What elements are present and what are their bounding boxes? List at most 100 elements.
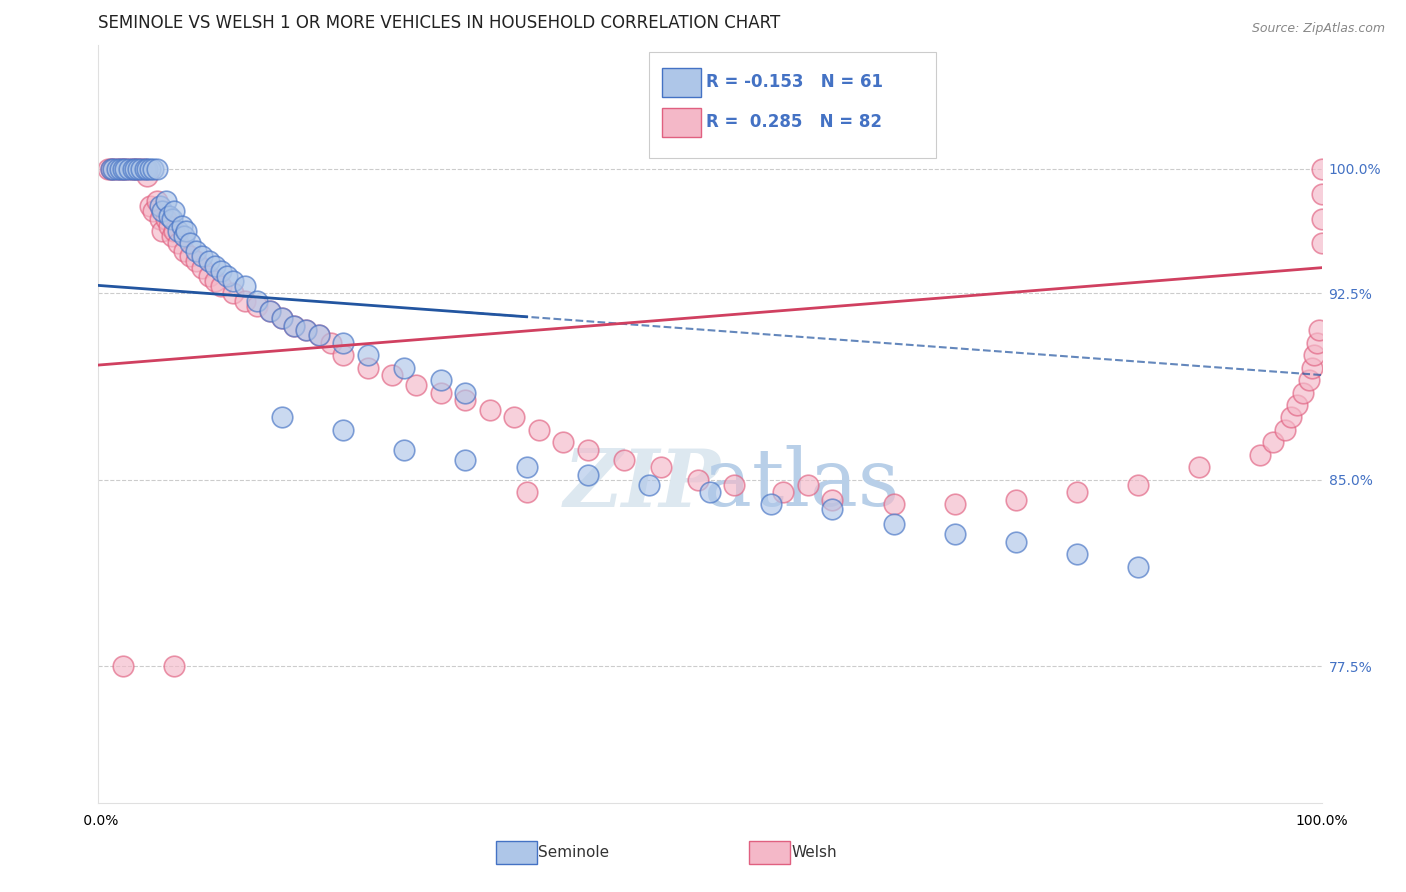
- Point: [233, 278, 256, 293]
- Point: [356, 348, 378, 362]
- Point: [527, 423, 550, 437]
- Point: [270, 311, 294, 326]
- Point: [259, 303, 281, 318]
- Point: [146, 161, 169, 176]
- Point: [319, 335, 342, 350]
- Point: [134, 161, 156, 176]
- Point: [392, 360, 416, 375]
- Point: [222, 274, 245, 288]
- Point: [1301, 360, 1323, 375]
- Point: [155, 194, 177, 209]
- Point: [97, 161, 120, 176]
- Point: [118, 161, 141, 176]
- Point: [797, 477, 820, 491]
- Point: [142, 204, 165, 219]
- Point: [308, 328, 330, 343]
- Point: [111, 659, 134, 673]
- Point: [356, 360, 378, 375]
- Point: [515, 485, 537, 500]
- Text: Welsh: Welsh: [792, 846, 837, 860]
- Point: [1303, 348, 1326, 362]
- Point: [110, 161, 132, 176]
- Point: [295, 323, 318, 337]
- Point: [149, 199, 172, 213]
- Point: [167, 224, 190, 238]
- Point: [454, 385, 477, 400]
- Point: [186, 253, 208, 268]
- Point: [430, 373, 453, 387]
- Point: [1310, 161, 1333, 176]
- Point: [637, 477, 661, 491]
- Point: [139, 199, 162, 213]
- Point: [204, 259, 226, 273]
- Point: [179, 236, 201, 251]
- FancyBboxPatch shape: [662, 68, 702, 97]
- Point: [1066, 547, 1088, 561]
- FancyBboxPatch shape: [648, 52, 936, 159]
- Text: SEMINOLE VS WELSH 1 OR MORE VEHICLES IN HOUSEHOLD CORRELATION CHART: SEMINOLE VS WELSH 1 OR MORE VEHICLES IN …: [98, 14, 780, 32]
- Point: [1310, 186, 1333, 201]
- Point: [821, 502, 844, 516]
- Point: [1249, 448, 1271, 462]
- Point: [105, 161, 128, 176]
- Point: [105, 161, 128, 176]
- FancyBboxPatch shape: [662, 108, 702, 137]
- Point: [167, 236, 190, 251]
- Point: [1261, 435, 1284, 450]
- Point: [650, 460, 672, 475]
- Point: [191, 249, 214, 263]
- Point: [283, 318, 305, 333]
- Point: [1004, 534, 1026, 549]
- Point: [215, 268, 238, 283]
- Point: [155, 211, 177, 226]
- Point: [454, 452, 477, 467]
- Point: [163, 659, 186, 673]
- Point: [1004, 492, 1026, 507]
- Point: [430, 385, 453, 400]
- Point: [157, 209, 180, 223]
- Point: [883, 517, 905, 532]
- Text: R =  0.285   N = 82: R = 0.285 N = 82: [706, 113, 883, 131]
- Point: [173, 244, 195, 258]
- Point: [332, 335, 354, 350]
- Point: [1066, 485, 1088, 500]
- Point: [110, 161, 132, 176]
- Point: [308, 328, 330, 343]
- Text: R = -0.153   N = 61: R = -0.153 N = 61: [706, 73, 883, 91]
- Point: [283, 318, 305, 333]
- Text: Source: ZipAtlas.com: Source: ZipAtlas.com: [1251, 22, 1385, 36]
- Point: [150, 204, 173, 219]
- Point: [233, 293, 256, 308]
- Point: [1298, 373, 1320, 387]
- Point: [723, 477, 745, 491]
- Point: [686, 473, 709, 487]
- Point: [118, 161, 141, 176]
- Point: [1279, 410, 1302, 425]
- Point: [142, 161, 165, 176]
- Point: [129, 161, 152, 176]
- Point: [478, 403, 501, 417]
- Point: [246, 293, 269, 308]
- Point: [761, 498, 783, 512]
- Point: [821, 492, 844, 507]
- Point: [100, 161, 122, 176]
- Point: [100, 161, 122, 176]
- Point: [222, 286, 245, 301]
- Point: [515, 460, 537, 475]
- Point: [1128, 559, 1150, 574]
- Point: [246, 299, 269, 313]
- Point: [259, 303, 281, 318]
- Point: [139, 161, 162, 176]
- Point: [772, 485, 794, 500]
- Point: [381, 368, 404, 383]
- Point: [149, 211, 172, 226]
- Point: [943, 527, 966, 541]
- Point: [121, 161, 143, 176]
- Point: [124, 161, 146, 176]
- Point: [1286, 398, 1309, 412]
- Point: [101, 161, 124, 176]
- Point: [160, 211, 183, 226]
- Point: [157, 219, 180, 233]
- Point: [1188, 460, 1211, 475]
- Point: [173, 229, 195, 244]
